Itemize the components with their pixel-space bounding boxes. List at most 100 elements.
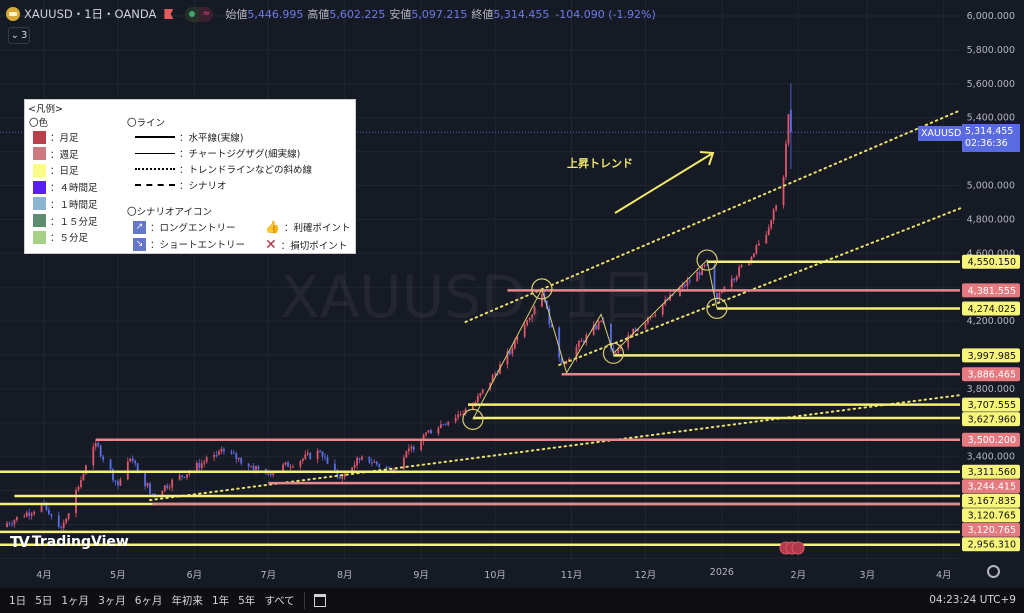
range-button[interactable]: 5日 xyxy=(35,595,53,607)
candle-body xyxy=(523,325,526,337)
time-tick: 2月 xyxy=(790,570,807,581)
market-status[interactable]: ≈ xyxy=(185,6,214,22)
level-price-text: 2,956.310 xyxy=(968,540,1016,551)
candle-body xyxy=(289,466,292,468)
legend-color-item: ：１時間足 xyxy=(33,197,98,211)
candle-body xyxy=(85,465,87,474)
range-button[interactable]: 3ヶ月 xyxy=(98,595,126,607)
candle-body xyxy=(33,511,36,514)
range-button[interactable]: 年初来 xyxy=(171,595,203,607)
level-price-label xyxy=(962,432,1020,447)
candle-body xyxy=(195,462,198,472)
bottom-toolbar: 04:23:24 UTC+9 1日 5日 1ヶ月 3ヶ月 6ヶ月 年初来 1年 5年 すべて xyxy=(0,588,1024,613)
candle-body xyxy=(200,463,203,469)
candle-body xyxy=(25,512,28,517)
legend-color-label: ：週足 xyxy=(50,149,79,161)
legend-line-item: ：チャートジグザグ(細実線) xyxy=(135,146,300,160)
range-button[interactable]: 1ヶ月 xyxy=(61,595,90,607)
range-button[interactable]: 6ヶ月 xyxy=(134,595,163,607)
time-tick: 8月 xyxy=(336,570,353,581)
candle-body xyxy=(688,280,691,282)
candle-body xyxy=(370,462,373,464)
candle-body xyxy=(218,451,220,456)
candle-body xyxy=(511,348,514,355)
price-tick: 3,800.000 xyxy=(967,384,1015,395)
candle-body xyxy=(789,109,792,133)
range-button[interactable]: すべて xyxy=(264,595,295,607)
symbol-header: XAUUSD・1日・OANDA ≈ 始値5,446.995 高値5,602.225… xyxy=(6,5,656,23)
candle-body xyxy=(558,327,561,358)
ohlc-value: 5,097.215 xyxy=(411,8,468,21)
candle-body xyxy=(713,265,716,294)
logo-text: TradingView xyxy=(31,534,129,550)
candle-body xyxy=(755,245,758,254)
symbol-title[interactable]: XAUUSD・1日・OANDA xyxy=(24,7,157,21)
long-entry-icon: ↗ xyxy=(133,220,146,234)
range-button[interactable]: 1年 xyxy=(211,595,230,607)
candle-body xyxy=(154,493,156,495)
candle-body xyxy=(358,457,361,460)
candle-body xyxy=(126,461,129,480)
candle-body xyxy=(166,485,169,489)
range-button[interactable]: 1日 xyxy=(9,595,27,607)
indicators-toggle[interactable]: ⌄ 3 xyxy=(8,27,30,44)
tradingview-logo[interactable]: 𝗧𝗩 TradingView xyxy=(10,533,129,551)
time-tick: 4月 xyxy=(36,570,52,581)
level-price-text: 3,997.985 xyxy=(968,351,1016,362)
candle-body xyxy=(230,451,233,454)
level-price-label xyxy=(962,493,1020,508)
candle-body xyxy=(319,450,321,452)
candle-body xyxy=(706,264,708,266)
candle-body xyxy=(560,357,563,364)
candle-body xyxy=(454,417,457,422)
candle-body xyxy=(114,480,117,482)
candle-body xyxy=(198,462,201,469)
candle-body xyxy=(309,452,312,460)
time-tick: 2026 xyxy=(709,567,734,578)
candle-body xyxy=(65,518,68,523)
candle-body xyxy=(402,457,405,469)
candle-body xyxy=(250,465,252,467)
candle-body xyxy=(215,454,218,456)
candle-body xyxy=(508,351,511,355)
legend-lines-title: 〇ライン xyxy=(127,118,166,129)
candle-body xyxy=(782,177,785,206)
chevron-down-icon: ⌄ xyxy=(10,30,19,41)
legend-color-item: ：５分足 xyxy=(33,230,88,244)
candle-body xyxy=(134,460,137,464)
time-axis[interactable]: 4月 5月 6月 7月 8月 9月 10月 11月 12月 2026 2月 3月 4月 xyxy=(0,560,1024,588)
clock[interactable]: 04:23:24 UTC+9 xyxy=(929,594,1016,606)
candle-body xyxy=(481,389,484,394)
ohlc-value: 5,602.225 xyxy=(329,8,386,21)
candle-body xyxy=(765,235,768,244)
indicator-count: 3 xyxy=(21,30,28,41)
candle-body xyxy=(378,464,381,467)
candle-body xyxy=(548,308,551,325)
flag-icon[interactable] xyxy=(164,9,174,19)
candle-body xyxy=(597,321,600,330)
level-price-label xyxy=(962,464,1020,479)
candle-body xyxy=(67,513,70,519)
settings-icon[interactable] xyxy=(987,565,1000,578)
candle-body xyxy=(479,393,482,397)
candle-body xyxy=(405,451,408,458)
candle-body xyxy=(716,293,718,300)
candle-body xyxy=(528,317,531,320)
legend-color-label: ：４時間足 xyxy=(50,183,98,195)
thumbs-up-icon: 👍 xyxy=(265,220,280,234)
price-chart[interactable]: 6,000.000 5,800.000 5,600.000 5,400.000 5,00… xyxy=(0,0,1024,560)
candle-body xyxy=(8,523,11,525)
range-button[interactable]: 5年 xyxy=(238,595,256,607)
candle-body xyxy=(99,445,102,457)
level-price-text: 3,311.560 xyxy=(968,467,1016,478)
candle-body xyxy=(304,454,307,459)
candle-body xyxy=(163,485,166,491)
candle-body xyxy=(651,316,654,318)
legend-line-item: ：水平線(実線) xyxy=(135,130,243,144)
candle-body xyxy=(444,424,447,426)
candle-body xyxy=(257,466,260,469)
candle-body xyxy=(733,278,736,281)
calendar-goto-icon[interactable] xyxy=(313,594,326,607)
candle-body xyxy=(582,340,585,343)
candle-body xyxy=(412,446,415,450)
